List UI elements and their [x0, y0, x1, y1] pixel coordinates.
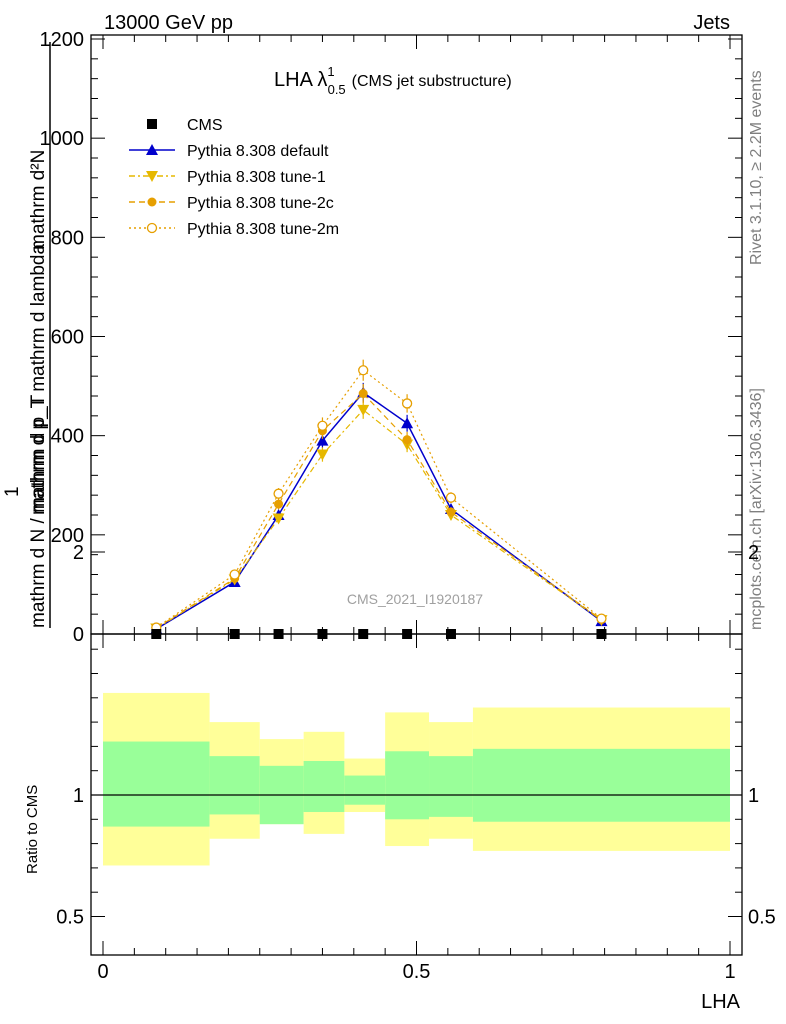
y-axis-label-denominator: mathrm d N / mathrm d p_T — [28, 394, 49, 628]
ratio-band-inner — [103, 741, 210, 827]
plot-title-sub: 0.5 — [328, 82, 346, 97]
legend-marker — [147, 119, 157, 129]
series-point — [229, 569, 240, 580]
y-tick-label: 1200 — [40, 29, 85, 51]
series-point — [272, 513, 285, 525]
series-line — [155, 369, 602, 629]
legend-marker — [147, 197, 157, 207]
x-axis: 0 0.5 1 — [97, 35, 736, 983]
legend-marker — [146, 144, 158, 155]
x-axis-label: LHA — [701, 991, 741, 1013]
header-energy: 13000 GeV pp — [104, 12, 233, 34]
x-tick-label: 1 — [724, 961, 735, 983]
ratio-band-inner — [472, 748, 730, 822]
legend-item: Pythia 8.308 tune-2m — [129, 221, 339, 238]
legend-marker — [146, 171, 158, 182]
series-point — [273, 488, 284, 499]
y-tick-label: 1000 — [40, 128, 85, 150]
ratio-band-inner — [303, 760, 345, 813]
main-plot: CMS_2021_I1920187 LHA λ1 0.5 (CMS jet subs… — [2, 29, 743, 646]
y-tick-label: 800 — [51, 227, 84, 249]
series-point — [402, 435, 412, 445]
series-pythia-8-308-tune-2m — [151, 359, 607, 633]
series-point — [358, 365, 369, 376]
ratio-y-tick-label: 2 — [73, 542, 84, 564]
y-axis-label: mathrm d²N mathrm d p_T mathrm d lambda … — [2, 42, 51, 628]
series-line — [155, 409, 602, 630]
ratio-bands — [103, 692, 730, 866]
series-point — [274, 499, 284, 509]
legend-item: Pythia 8.308 tune-2c — [129, 195, 334, 212]
series-line — [155, 391, 602, 630]
y-tick-label: 400 — [51, 426, 84, 448]
y-axis-label-numerator2: mathrm d p_T mathrm d lambda — [28, 244, 49, 515]
plot-title-tail: (CMS jet substructure) — [352, 73, 512, 90]
legend-label: Pythia 8.308 tune-2m — [187, 221, 339, 238]
ratio-y-tick-label: 0.5 — [56, 907, 84, 929]
legend-item: Pythia 8.308 default — [129, 143, 329, 160]
series-point — [316, 434, 329, 446]
legend-item: Pythia 8.308 tune-1 — [129, 169, 326, 186]
series-point — [596, 613, 607, 624]
plot-title: LHA λ1 0.5 (CMS jet substructure) — [274, 64, 512, 97]
y-axis-label-prefix: 1 — [2, 486, 23, 497]
series-point — [401, 398, 413, 409]
ratio-y-tick-label: 1 — [73, 785, 84, 807]
ratio-band-inner — [385, 751, 430, 820]
ratio-y-tick-label-right: 2 — [748, 542, 759, 564]
ratio-band-inner — [429, 756, 473, 817]
series-point — [317, 420, 328, 431]
ratio-y-axis-label: Ratio to CMS — [24, 785, 41, 874]
series-point — [316, 449, 329, 461]
y-tick-label: 200 — [51, 525, 84, 547]
plot-title-main: LHA λ — [274, 69, 327, 91]
ratio-y-tick-label-right: 0.5 — [748, 907, 776, 929]
ratio-y-tick-label-right: 1 — [748, 785, 759, 807]
main-y-axis: 0 200 400 600 800 1000 1200 — [40, 29, 742, 646]
x-tick-label: 0 — [97, 961, 108, 983]
legend-item: CMS — [147, 117, 223, 134]
y-axis-label-numerator: mathrm d²N — [28, 150, 49, 250]
ratio-y-axis: 0.5 0.5 1 1 2 2 — [56, 542, 776, 929]
series-point — [358, 389, 368, 399]
series-point — [357, 404, 370, 416]
side-label-mcplots: mcplots.cern.ch [arXiv:1306.3436] — [748, 388, 765, 630]
series-line — [155, 392, 602, 629]
ratio-plot: 0.5 0.51 12 2 0 0.5 1 Ratio to CMS LHA — [24, 35, 776, 1013]
legend-label: Pythia 8.308 default — [187, 143, 329, 160]
legend: CMS Pythia 8.308 default Pythia 8.308 tune… — [129, 117, 339, 238]
x-tick-label: 0.5 — [403, 961, 431, 983]
ratio-band-inner — [344, 775, 386, 805]
y-tick-label: 0 — [73, 624, 84, 646]
legend-label: Pythia 8.308 tune-2c — [187, 195, 334, 212]
legend-label: CMS — [187, 117, 223, 134]
ratio-band-inner — [209, 756, 260, 815]
plot-title-sup: 1 — [327, 64, 334, 79]
header-process: Jets — [693, 12, 730, 34]
series-point — [445, 492, 457, 503]
series-point — [446, 507, 456, 517]
side-label-rivet: Rivet 3.1.10, ≥ 2.2M events — [748, 70, 765, 265]
series-point — [401, 417, 414, 429]
y-tick-label: 600 — [51, 327, 84, 349]
legend-marker — [146, 222, 158, 234]
svg-text:LHA λ10.5(CMS jet substructure: LHA λ1 0.5 (CMS jet substructure) — [274, 64, 512, 97]
legend-label: Pythia 8.308 tune-1 — [187, 169, 326, 186]
analysis-watermark: CMS_2021_I1920187 — [347, 591, 483, 607]
